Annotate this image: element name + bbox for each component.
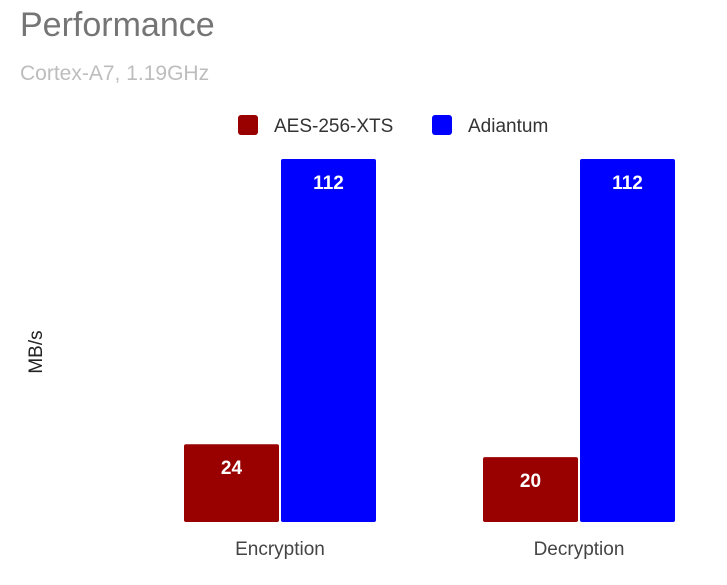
bars-group: 24 112 20 112 (184, 159, 675, 522)
chart-subtitle: Cortex-A7, 1.19GHz (20, 62, 210, 85)
bar-value-label: 24 (221, 458, 243, 479)
bar-value-label: 112 (612, 173, 643, 194)
bar-decryption-adiantum (580, 159, 675, 522)
x-tick-label: Decryption (534, 539, 625, 560)
y-axis-label: MB/s (26, 330, 47, 373)
legend-label: Adiantum (468, 116, 548, 137)
legend-label: AES-256-XTS (274, 116, 393, 137)
legend-swatch (238, 115, 258, 135)
bar-encryption-aes-256-xts (184, 444, 279, 522)
legend: AES-256-XTS Adiantum (238, 115, 548, 137)
bar-value-label: 20 (520, 471, 541, 492)
legend-swatch (432, 115, 452, 135)
x-tick-label: Encryption (235, 539, 325, 560)
bar-decryption-aes-256-xts (483, 457, 578, 522)
bar-value-label: 112 (313, 173, 344, 194)
bar-encryption-adiantum (281, 159, 376, 522)
x-tick-labels: Encryption Decryption (235, 539, 624, 560)
chart-title: Performance (20, 6, 215, 44)
